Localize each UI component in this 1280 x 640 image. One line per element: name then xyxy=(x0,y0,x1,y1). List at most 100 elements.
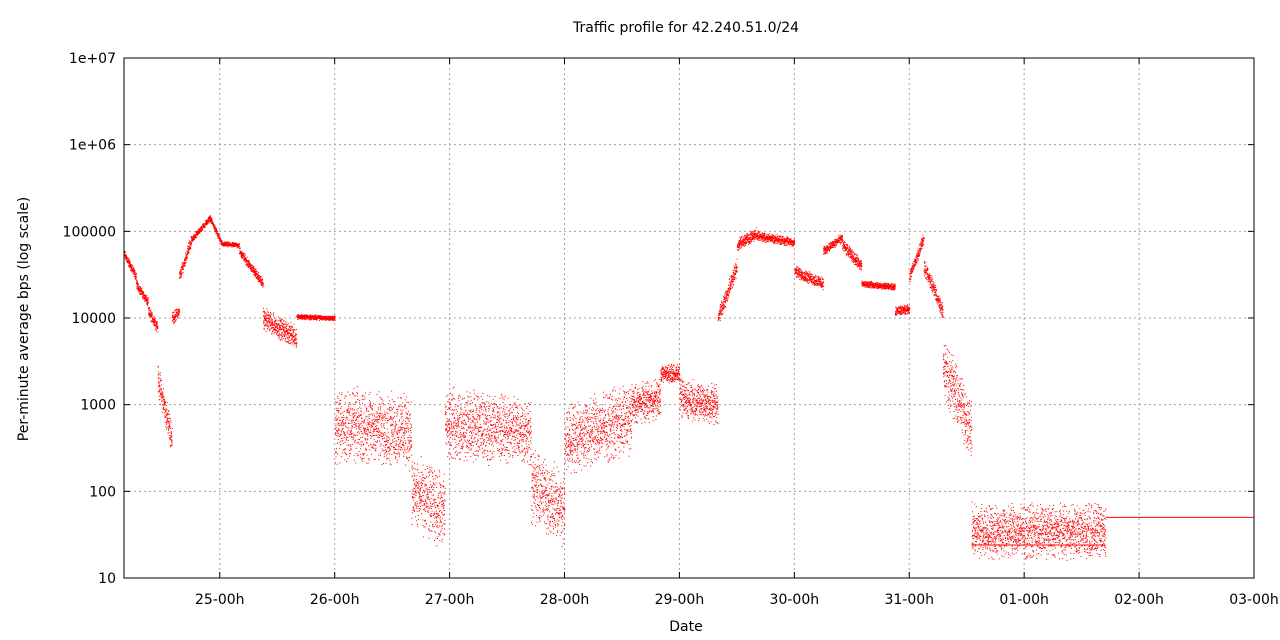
data-point xyxy=(417,523,418,525)
data-point xyxy=(280,325,282,327)
data-point xyxy=(306,315,308,317)
data-point xyxy=(496,407,498,409)
data-point xyxy=(351,422,353,424)
data-point xyxy=(484,449,486,451)
data-point xyxy=(389,460,391,462)
data-point xyxy=(468,449,470,451)
data-point xyxy=(483,440,485,442)
data-point xyxy=(171,442,173,444)
data-point xyxy=(504,446,506,448)
data-point xyxy=(421,513,423,515)
data-point xyxy=(425,503,427,505)
data-point xyxy=(411,493,413,495)
data-point xyxy=(447,430,449,432)
data-point xyxy=(406,414,408,416)
data-point xyxy=(283,330,285,332)
data-point xyxy=(444,514,446,515)
data-point xyxy=(210,221,212,223)
data-point xyxy=(355,412,357,414)
data-point xyxy=(478,418,480,420)
data-point xyxy=(500,441,502,443)
data-point xyxy=(504,395,506,397)
data-point xyxy=(483,429,485,431)
data-point xyxy=(473,416,474,418)
data-point xyxy=(417,487,419,488)
data-point xyxy=(394,458,396,460)
data-point xyxy=(443,510,445,512)
data-point xyxy=(457,452,459,454)
data-point xyxy=(462,422,464,424)
data-point xyxy=(507,437,509,439)
data-point xyxy=(381,432,382,434)
data-point xyxy=(379,443,381,445)
data-point xyxy=(457,421,459,423)
data-point xyxy=(393,452,395,454)
data-point xyxy=(468,443,470,445)
data-point xyxy=(346,436,348,438)
data-point xyxy=(265,320,267,322)
data-point xyxy=(346,436,348,438)
data-point xyxy=(159,389,160,391)
data-point xyxy=(420,478,422,480)
data-point xyxy=(335,415,337,417)
data-point xyxy=(514,403,515,405)
data-point xyxy=(441,541,443,543)
data-point xyxy=(417,503,418,505)
data-point xyxy=(427,492,429,494)
data-point xyxy=(129,265,131,267)
data-point xyxy=(367,439,369,441)
data-point xyxy=(343,437,345,439)
data-point xyxy=(369,403,371,405)
data-point xyxy=(184,262,186,264)
data-point xyxy=(406,449,408,451)
data-point xyxy=(447,401,449,403)
data-point xyxy=(390,464,392,466)
data-point xyxy=(340,423,342,425)
data-point xyxy=(403,445,405,447)
data-point xyxy=(124,255,126,257)
data-point xyxy=(255,274,257,276)
data-point xyxy=(255,273,257,275)
data-point xyxy=(138,288,140,290)
data-point xyxy=(508,452,510,454)
data-point xyxy=(360,407,362,409)
data-point xyxy=(433,494,434,496)
data-point xyxy=(189,242,191,244)
data-point xyxy=(287,329,289,331)
data-point xyxy=(268,317,269,319)
data-point xyxy=(159,374,161,376)
data-point xyxy=(386,418,388,420)
data-point xyxy=(418,510,420,512)
data-point xyxy=(447,432,449,434)
data-point xyxy=(384,437,385,439)
data-point xyxy=(383,426,385,428)
data-point xyxy=(128,258,130,260)
data-point xyxy=(443,505,445,507)
data-point xyxy=(336,430,338,432)
data-point xyxy=(463,446,465,448)
data-point xyxy=(460,452,462,454)
data-point xyxy=(190,236,192,238)
data-point xyxy=(485,456,487,458)
data-point xyxy=(463,436,465,438)
data-point xyxy=(491,453,493,455)
data-point xyxy=(486,418,488,419)
data-point xyxy=(388,451,390,452)
data-point xyxy=(264,312,266,314)
data-point xyxy=(334,401,336,403)
data-point xyxy=(420,456,422,458)
data-point xyxy=(266,324,268,326)
data-point xyxy=(162,396,164,398)
data-point xyxy=(161,393,163,395)
data-point xyxy=(478,445,480,447)
data-point xyxy=(426,494,428,495)
data-point xyxy=(329,319,331,321)
data-point xyxy=(485,422,487,424)
data-point xyxy=(469,413,471,415)
data-point xyxy=(480,406,482,408)
data-point xyxy=(261,285,263,286)
data-point xyxy=(131,270,132,271)
data-point xyxy=(163,412,165,414)
data-point xyxy=(374,450,376,452)
data-point xyxy=(396,432,398,434)
